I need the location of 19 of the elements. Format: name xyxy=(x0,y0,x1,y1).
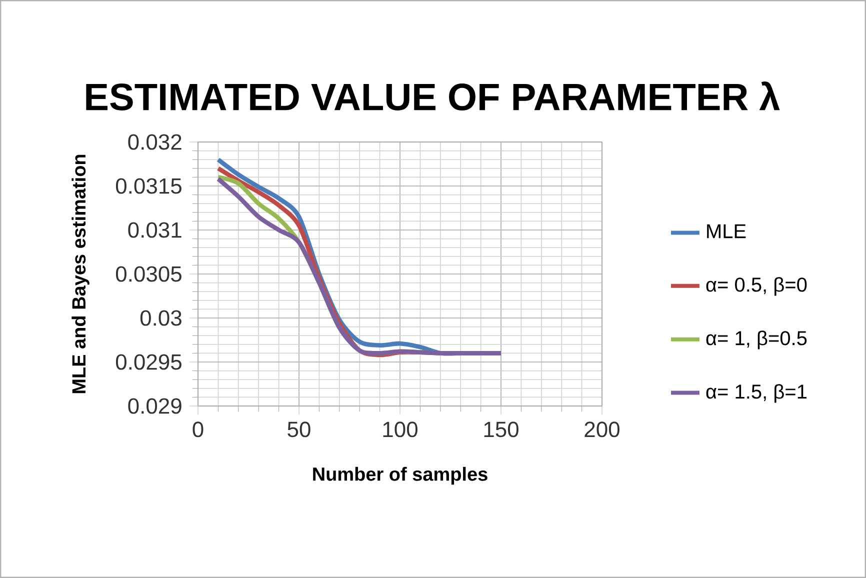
x-axis-title: Number of samples xyxy=(313,466,488,485)
x-tick-label: 200 xyxy=(584,422,620,438)
legend-label: α= 1, β=0.5 xyxy=(706,330,807,350)
x-tick-label: 100 xyxy=(383,422,418,438)
y-tick-label: 0.029 xyxy=(128,398,182,414)
y-tick-label: 0.0305 xyxy=(116,266,182,282)
chart-title: ESTIMATED VALUE OF PARAMETER λ xyxy=(86,82,780,110)
legend-label: α= 0.5, β=0 xyxy=(706,277,807,296)
legend-label: α= 1.5, β=1 xyxy=(706,384,806,403)
y-tick-label: 0.03 xyxy=(140,310,182,326)
y-tick-label: 0.032 xyxy=(128,134,182,150)
x-tick-label: 150 xyxy=(484,422,518,438)
y-tick-label: 0.0315 xyxy=(116,178,182,194)
legend-label: MLE xyxy=(707,224,746,238)
y-tick-label: 0.031 xyxy=(128,222,182,238)
y-axis-title: MLE and Bayes estimation xyxy=(72,154,90,394)
x-tick-label: 50 xyxy=(288,422,310,438)
y-tick-label: 0.0295 xyxy=(116,354,182,370)
x-tick-label: 0 xyxy=(192,422,204,438)
